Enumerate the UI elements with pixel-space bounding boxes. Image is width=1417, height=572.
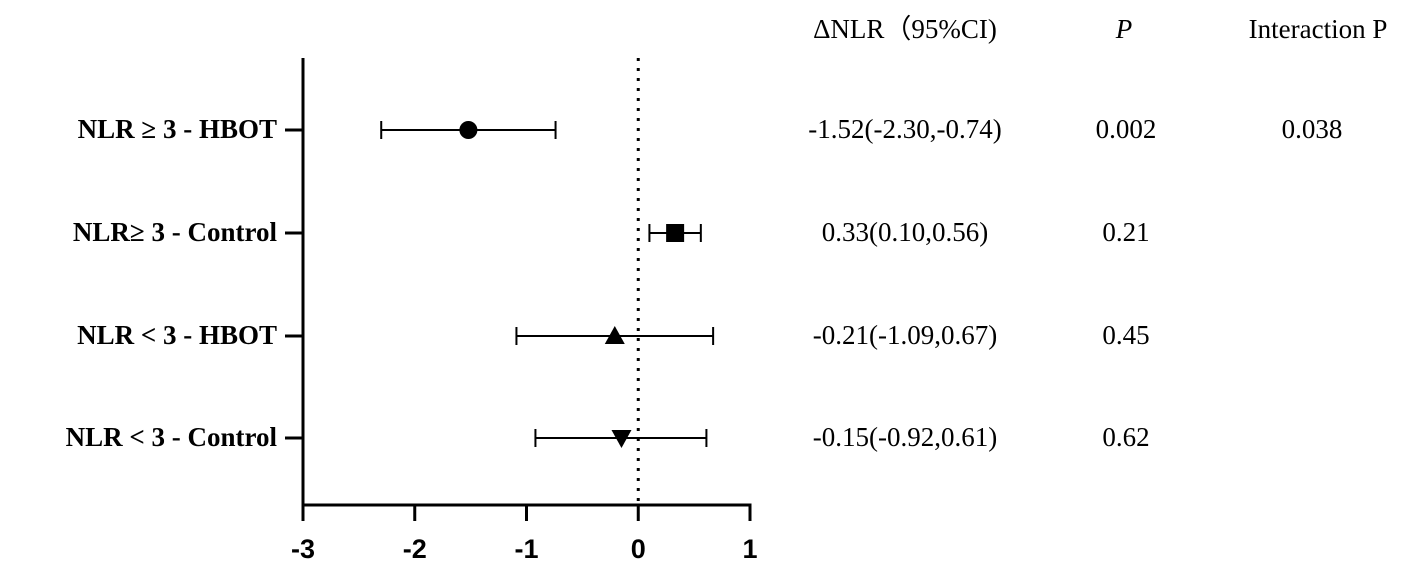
marker [604, 326, 625, 344]
x-tick-label: -3 [291, 534, 315, 564]
p-value: 0.002 [1096, 114, 1157, 144]
row-label: NLR < 3 - Control [66, 422, 278, 452]
row-label: NLR < 3 - HBOT [77, 320, 277, 350]
row-label: NLR ≥ 3 - HBOT [78, 114, 277, 144]
x-tick-label: 0 [631, 534, 646, 564]
row-label: NLR≥ 3 - Control [73, 217, 278, 247]
ci-label: 0.33(0.10,0.56) [822, 217, 988, 247]
ci-label: -1.52(-2.30,-0.74) [808, 114, 1001, 144]
interaction-p: 0.038 [1282, 114, 1343, 144]
p-value: 0.62 [1102, 422, 1149, 452]
ci-label: -0.21(-1.09,0.67) [813, 320, 997, 350]
marker [666, 224, 685, 242]
marker [459, 121, 478, 139]
x-tick-label: -2 [403, 534, 427, 564]
column-header: Interaction P [1249, 14, 1388, 44]
column-header: ΔNLR（95%CI) [813, 14, 997, 44]
marker [611, 430, 632, 448]
x-tick-label: -1 [514, 534, 538, 564]
ci-label: -0.15(-0.92,0.61) [813, 422, 997, 452]
column-header: P [1115, 14, 1133, 44]
p-value: 0.45 [1102, 320, 1149, 350]
x-tick-label: 1 [742, 534, 757, 564]
p-value: 0.21 [1102, 217, 1149, 247]
